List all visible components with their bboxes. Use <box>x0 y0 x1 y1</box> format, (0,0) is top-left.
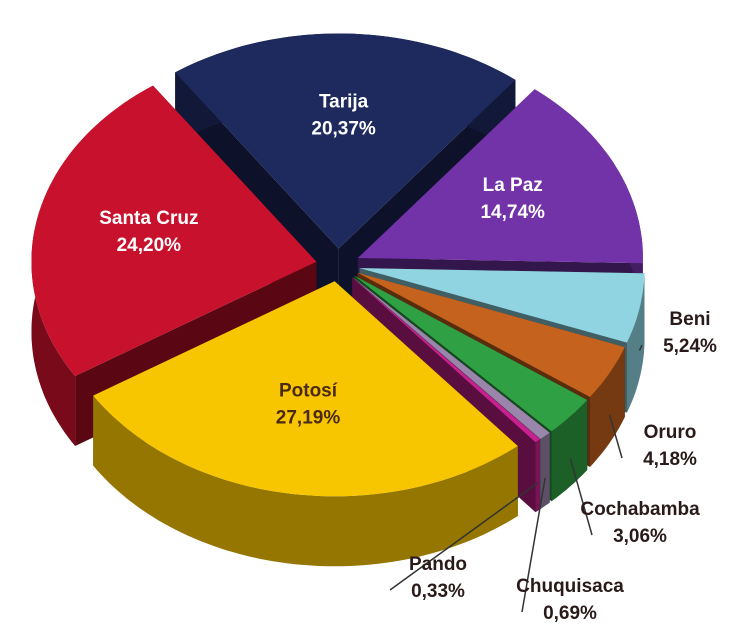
slice-value-label: 0,69% <box>543 603 597 624</box>
slice-value-label: 24,20% <box>117 235 182 256</box>
slice-top <box>175 33 516 249</box>
slice-label: Chuquisaca <box>516 576 624 597</box>
slice-side <box>535 439 540 513</box>
slice-value-label: 4,18% <box>643 449 697 470</box>
slice-label: Tarija <box>319 92 369 113</box>
slice-value-label: 20,37% <box>311 119 376 140</box>
slice-label: Santa Cruz <box>99 208 198 229</box>
slice-top <box>93 281 518 497</box>
leader-line <box>569 458 593 536</box>
slice-top <box>352 277 550 439</box>
slice-value-label: 27,19% <box>276 408 341 429</box>
slice-top <box>359 268 645 343</box>
leader-line <box>521 477 546 613</box>
slice-top <box>357 89 643 264</box>
leader-line <box>638 344 643 351</box>
slice <box>93 281 518 567</box>
slice-side <box>93 395 518 567</box>
slice-top <box>354 275 588 432</box>
leader-line <box>608 414 623 459</box>
slice-side <box>551 400 588 502</box>
leader-line <box>389 482 539 591</box>
slice-label: Potosí <box>279 381 338 402</box>
slice-side <box>590 347 625 467</box>
slice-top <box>352 277 540 443</box>
slice-label: Pando <box>409 554 467 575</box>
slice-label: La Paz <box>483 175 543 196</box>
slice-value-label: 0,33% <box>411 581 465 602</box>
slice-top <box>31 85 317 376</box>
slice-top <box>357 272 625 397</box>
slice-label: Beni <box>669 309 710 330</box>
slice-label: Oruro <box>644 422 697 443</box>
slice-value-label: 3,06% <box>613 526 667 547</box>
slice-side <box>627 273 645 413</box>
slice-label: Cochabamba <box>580 499 700 520</box>
slice-value-label: 14,74% <box>480 202 545 223</box>
slice-value-label: 5,24% <box>663 336 717 357</box>
